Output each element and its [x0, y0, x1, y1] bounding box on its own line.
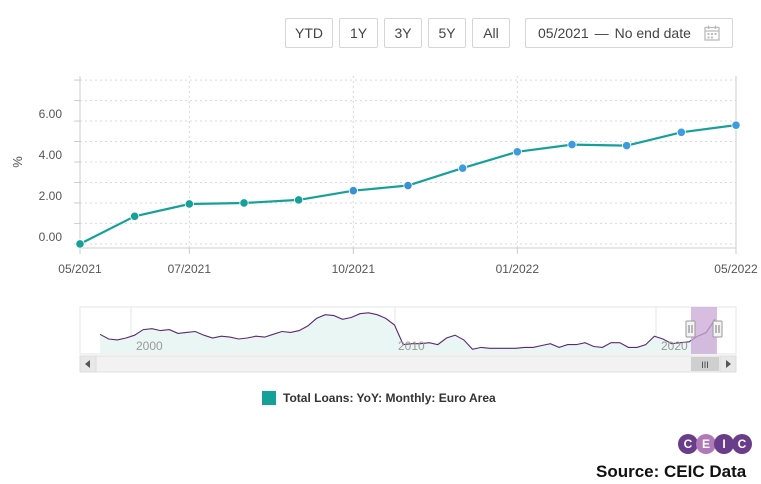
calendar-icon[interactable] [704, 25, 720, 44]
legend-item[interactable]: Total Loans: YoY: Monthly: Euro Area [262, 391, 496, 405]
ceic-logo: C E I C [678, 434, 752, 454]
data-point[interactable] [239, 198, 249, 208]
y-axis-label: % [10, 156, 25, 168]
data-point[interactable] [731, 120, 741, 130]
logo-letter: I [714, 434, 734, 454]
data-point[interactable] [75, 239, 85, 249]
5y-button[interactable]: 5Y [428, 18, 466, 48]
legend-swatch [262, 391, 276, 405]
data-point[interactable] [294, 195, 304, 205]
navigator-handle-right[interactable] [712, 320, 723, 338]
ytd-button[interactable]: YTD [285, 18, 333, 48]
y-tick-label: 4.00 [39, 148, 63, 162]
logo-letter: C [678, 434, 698, 454]
x-tick-label: 05/2022 [714, 262, 758, 276]
x-tick-label: 07/2021 [168, 262, 212, 276]
navigator-line [99, 312, 716, 350]
date-range-start: 05/2021 [538, 25, 589, 41]
y-tick-label: 6.00 [39, 107, 63, 121]
data-point[interactable] [348, 186, 358, 196]
logo-letter: C [732, 434, 752, 454]
chevron-right-icon [726, 360, 731, 368]
x-tick-label: 05/2021 [58, 262, 102, 276]
navigator[interactable]: 2000 2010 2020 III [0, 300, 761, 380]
navigator-area [100, 312, 715, 353]
data-point[interactable] [567, 139, 577, 150]
scroll-thumb[interactable] [691, 357, 719, 371]
3y-button[interactable]: 3Y [384, 18, 422, 48]
scroll-grip-icon: III [701, 360, 709, 370]
source-label: Source: CEIC Data [596, 462, 747, 481]
navigator-year-label: 2000 [136, 339, 163, 353]
y-tick-label: 0.00 [39, 230, 63, 244]
data-point[interactable] [512, 147, 522, 157]
navigator-year-label: 2020 [661, 339, 688, 353]
main-chart: % 0.00 2.00 4.00 6.00 05/2021 07/2021 10/2021… [10, 76, 758, 276]
navigator-scrollbar[interactable] [79, 355, 737, 373]
date-range-separator: — [594, 25, 609, 41]
all-button[interactable]: All [472, 18, 510, 48]
chevron-left-icon [85, 360, 90, 368]
1y-button[interactable]: 1Y [339, 18, 378, 48]
data-point[interactable] [184, 199, 194, 209]
x-tick-label: 01/2022 [496, 262, 540, 276]
date-range-picker[interactable]: 05/2021 — No end date [525, 18, 733, 48]
logo-letter: E [696, 434, 716, 454]
legend-label: Total Loans: YoY: Monthly: Euro Area [283, 391, 496, 405]
data-point[interactable] [458, 163, 468, 173]
navigator-handle-left[interactable] [685, 320, 696, 338]
data-point[interactable] [622, 141, 632, 151]
navigator-year-label: 2010 [398, 339, 425, 353]
data-point[interactable] [403, 180, 413, 191]
x-tick-label: 10/2021 [332, 262, 376, 276]
data-point[interactable] [676, 127, 686, 137]
date-range-end: No end date [614, 25, 691, 41]
data-point[interactable] [130, 211, 140, 221]
y-tick-label: 2.00 [39, 189, 63, 203]
